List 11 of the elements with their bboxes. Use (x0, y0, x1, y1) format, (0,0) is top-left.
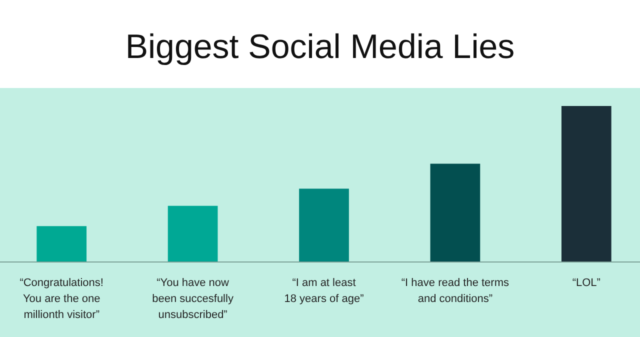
bar (299, 188, 349, 262)
x-tick-label: “You have now been succesfully unsubscribed” (152, 277, 234, 321)
chart-title: Biggest Social Media Lies (125, 28, 515, 66)
bar (430, 164, 480, 262)
x-tick-label: “I am at least 18 years of age” (284, 277, 364, 305)
x-tick-label: “Congratulations! You are the one millionth visitor” (20, 277, 104, 321)
bar (168, 206, 218, 262)
x-tick-label: “LOL” (572, 277, 601, 289)
bar (36, 226, 87, 262)
x-tick-label: “I have read the terms and conditions” (401, 277, 510, 305)
bar (561, 106, 612, 262)
